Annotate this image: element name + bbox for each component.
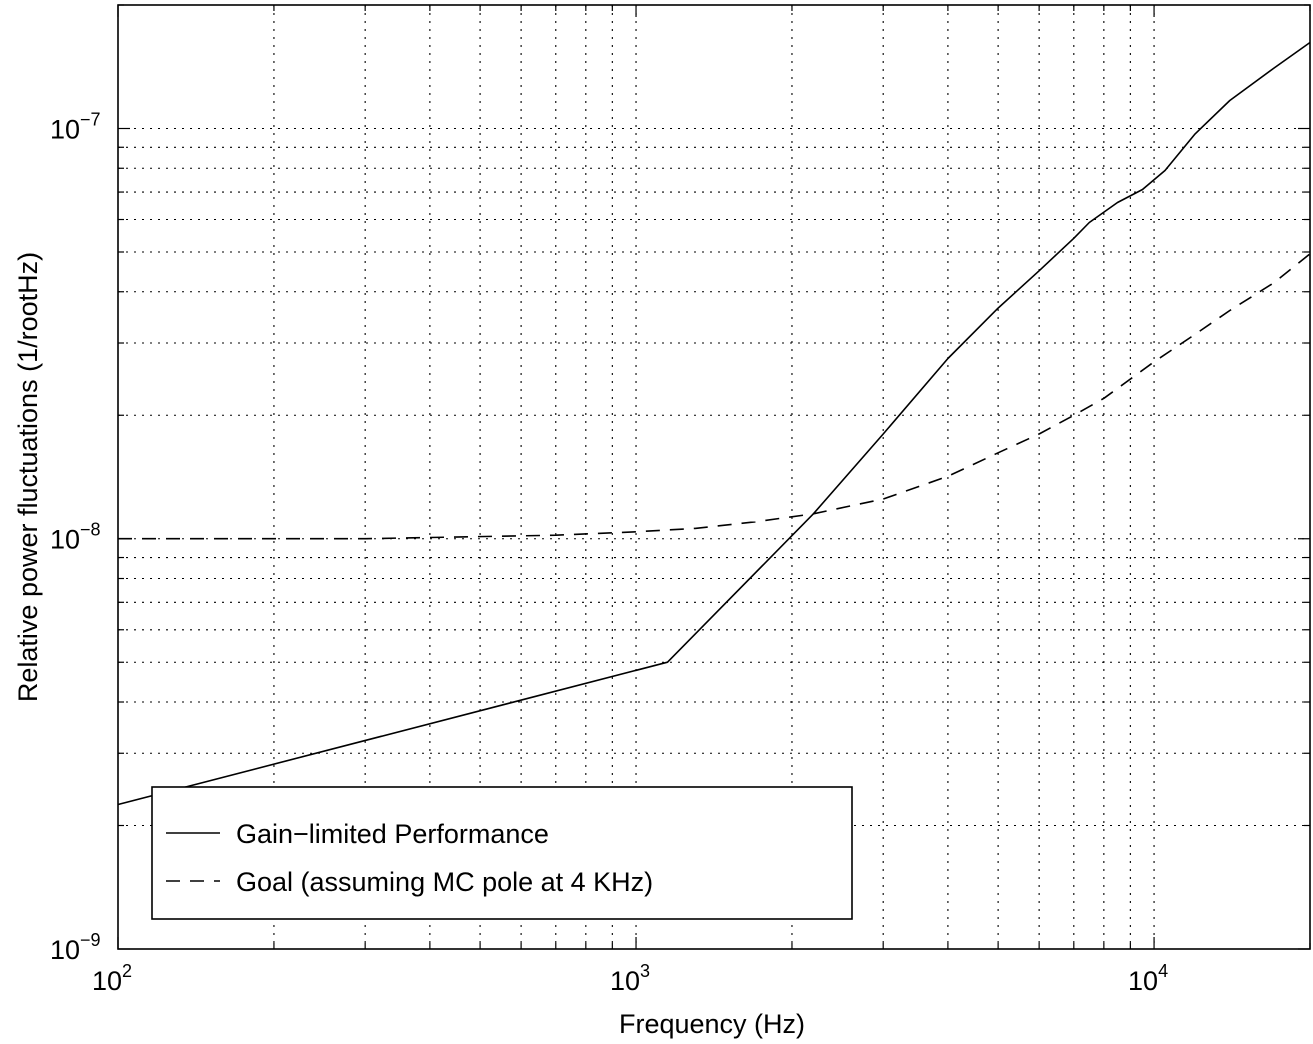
y-tick-label: 10−7 <box>50 109 101 144</box>
y-tick-label: 10−9 <box>50 930 101 965</box>
x-axis-label: Frequency (Hz) <box>619 1009 805 1039</box>
legend: Gain−limited Performance Goal (assuming … <box>151 786 853 920</box>
series-line-goal <box>118 253 1311 540</box>
legend-label-gain-limited: Gain−limited Performance <box>236 819 549 849</box>
legend-label-goal: Goal (assuming MC pole at 4 KHz) <box>236 867 653 897</box>
y-tick-label: 10−8 <box>50 520 101 555</box>
series-line-gain-limited <box>117 41 1311 806</box>
x-tick-label: 102 <box>92 961 132 996</box>
x-tick-label: 104 <box>1128 961 1168 996</box>
series-group <box>117 41 1311 806</box>
plot-frame <box>117 4 1311 950</box>
x-tick-labels: 102 103 104 <box>92 961 1168 996</box>
y-axis-label: Relative power fluctuations (1/rootHz) <box>13 252 43 702</box>
x-tick-label: 103 <box>610 961 650 996</box>
y-tick-labels: 10−9 10−8 10−7 <box>50 109 101 965</box>
legend-box <box>151 786 853 920</box>
grid-lines <box>118 5 1310 949</box>
tick-marks <box>117 4 1311 950</box>
